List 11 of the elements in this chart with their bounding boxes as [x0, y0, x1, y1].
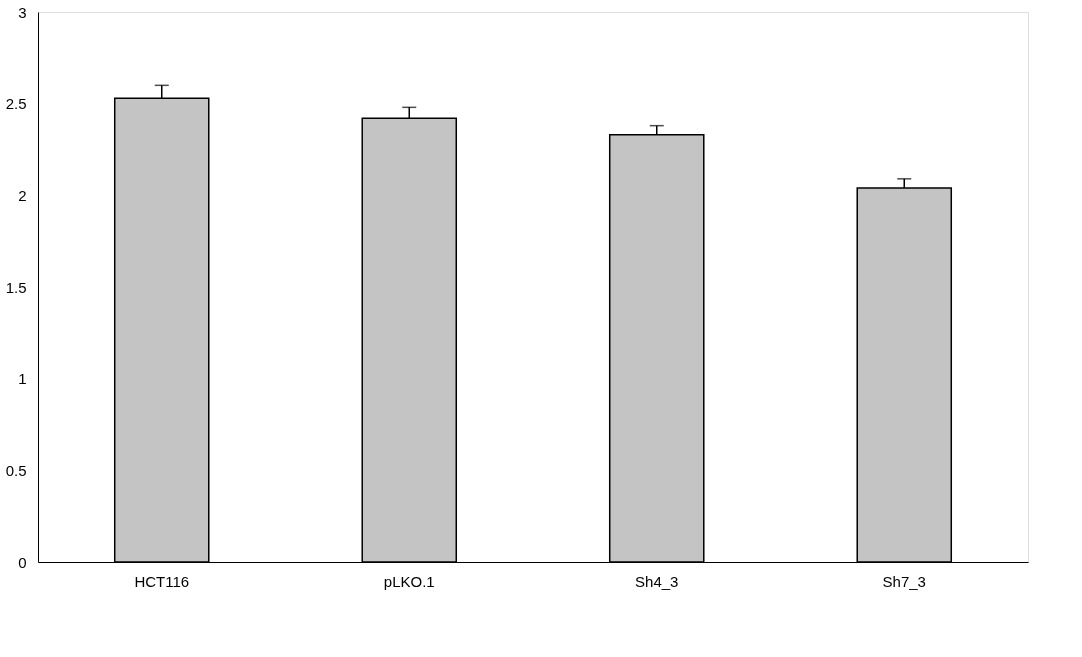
- y-tick-label: 0.5: [5, 461, 27, 479]
- y-tick-label: 3: [18, 3, 27, 21]
- y-tick-label: 0: [18, 553, 27, 571]
- y-tick-label: 1.5: [5, 278, 27, 296]
- x-tick-label: pLKO.1: [383, 572, 435, 590]
- y-tick-label: 2.5: [5, 95, 27, 113]
- x-tick-label: Sh4_3: [635, 572, 679, 590]
- x-tick-label: HCT116: [134, 572, 190, 590]
- x-tick-label: Sh7_3: [882, 572, 926, 590]
- y-tick-label: 1: [18, 370, 27, 388]
- y-tick-label: 2: [18, 186, 27, 204]
